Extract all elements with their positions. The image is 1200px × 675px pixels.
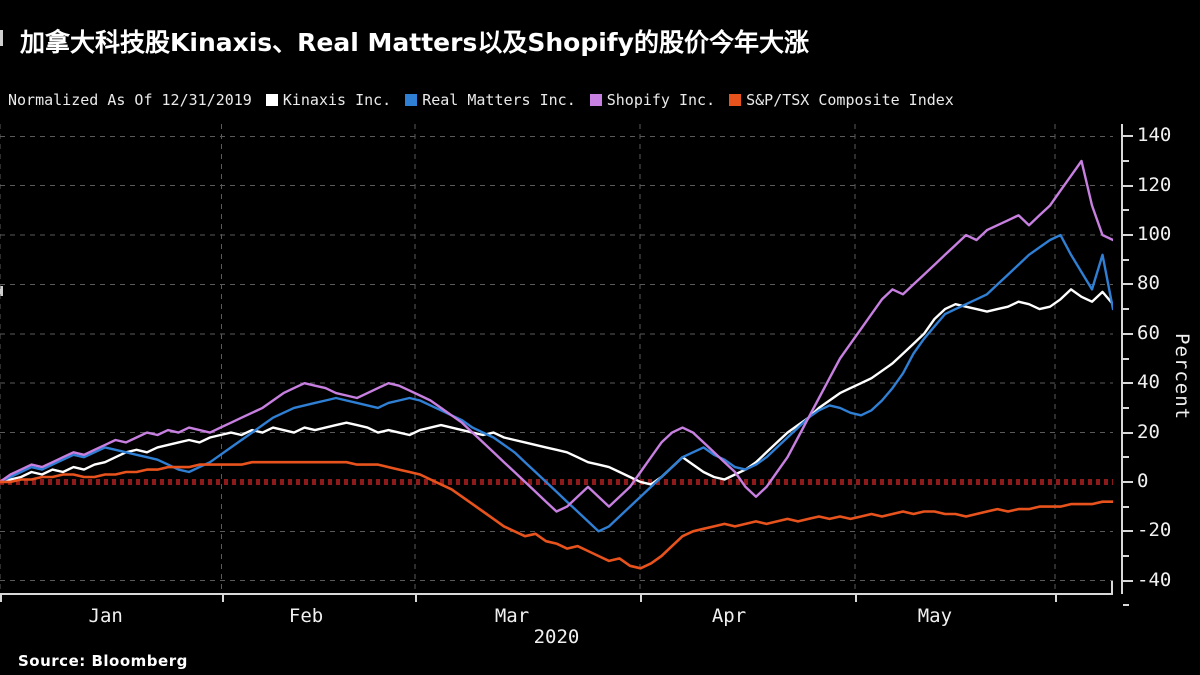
legend-swatch-real-matters [405,94,418,106]
y-axis-tick [1123,530,1133,533]
y-axis-minor-tick [1123,209,1129,212]
legend-item-sptsx[interactable]: S&P/TSX Composite Index [729,91,954,109]
series-line-shopify [0,159,1113,513]
y-axis-minor-tick [1123,456,1129,459]
x-axis-label-apr: Apr [711,605,747,627]
y-axis-minor-tick [1123,604,1129,607]
left-edge-marker-2 [0,286,3,296]
legend-swatch-sptsx [729,94,742,106]
legend-label-kinaxis: Kinaxis Inc. [282,91,392,109]
x-axis-tick [221,593,224,602]
x-axis-label-may: May [917,605,953,627]
x-axis-label-jan: Jan [88,605,123,627]
legend-label-real-matters: Real Matters Inc. [422,91,576,109]
chart-legend: Normalized As Of 12/31/2019 Kinaxis Inc.… [8,89,968,111]
x-axis: Jan Feb Mar Apr May [0,581,1150,633]
y-axis-tick [1123,382,1133,385]
plot-area [0,124,1113,593]
y-axis-minor-tick [1123,554,1129,557]
x-axis-spine [0,593,1113,595]
y-axis: Percent -40 -20 0 20 40 60 80 100 120 140 [1113,118,1200,607]
legend-item-kinaxis[interactable]: Kinaxis Inc. [265,91,392,109]
y-axis-minor-tick [1123,357,1129,360]
x-axis-label-feb: Feb [288,605,324,627]
y-axis-tick [1123,135,1133,138]
x-axis-tick [1055,593,1058,602]
line-chart-svg [0,124,1113,593]
y-axis-label: 40 [1137,371,1160,394]
y-axis-label: 120 [1137,173,1172,196]
series-line-sptsx [0,460,1113,570]
y-axis-spine [1121,124,1123,594]
x-axis-tick [854,593,857,602]
left-edge-marker [0,30,3,46]
x-axis-label-mar: Mar [494,605,530,627]
y-axis-tick [1123,332,1133,335]
legend-label-sptsx: S&P/TSX Composite Index [746,91,954,109]
y-axis-minor-tick [1123,160,1129,163]
y-axis-tick [1123,579,1133,582]
y-axis-label: 20 [1137,420,1160,443]
y-axis-label: 60 [1137,321,1160,344]
y-axis-tick [1123,431,1133,434]
x-axis-tick [0,593,2,602]
series-line-real-matters [0,233,1113,533]
legend-swatch-kinaxis [265,94,278,106]
source-note: Source: Bloomberg [18,652,188,670]
legend-item-real-matters[interactable]: Real Matters Inc. [405,91,576,109]
y-axis-minor-tick [1123,406,1129,409]
x-axis-year-caption: 2020 [533,626,580,648]
y-axis-title: Percent [1171,333,1193,421]
x-axis-tick [415,593,418,602]
legend-normalized-label: Normalized As Of 12/31/2019 [8,91,252,109]
series-line-kinaxis [0,288,1113,486]
y-axis-label: -20 [1137,519,1172,542]
y-axis-tick [1123,184,1133,187]
y-axis-tick [1123,234,1133,237]
y-axis-label: 140 [1137,124,1172,147]
page-title: 加拿大科技股Kinaxis、Real Matters以及Shopify的股价今年… [20,28,809,57]
y-axis-minor-tick [1123,505,1129,508]
x-axis-tick [640,593,642,602]
y-axis-label: 100 [1137,223,1172,246]
y-axis-minor-tick [1123,258,1129,261]
y-axis-minor-tick [1123,308,1129,311]
y-axis-label: 0 [1137,469,1149,492]
legend-swatch-shopify [589,94,602,106]
legend-item-shopify[interactable]: Shopify Inc. [589,91,716,109]
x-axis-end-cap [1111,581,1113,595]
y-axis-label: 80 [1137,272,1160,295]
legend-label-shopify: Shopify Inc. [606,91,716,109]
y-axis-tick [1123,283,1133,286]
y-axis-tick [1123,480,1133,483]
y-axis-label: -40 [1137,568,1172,591]
